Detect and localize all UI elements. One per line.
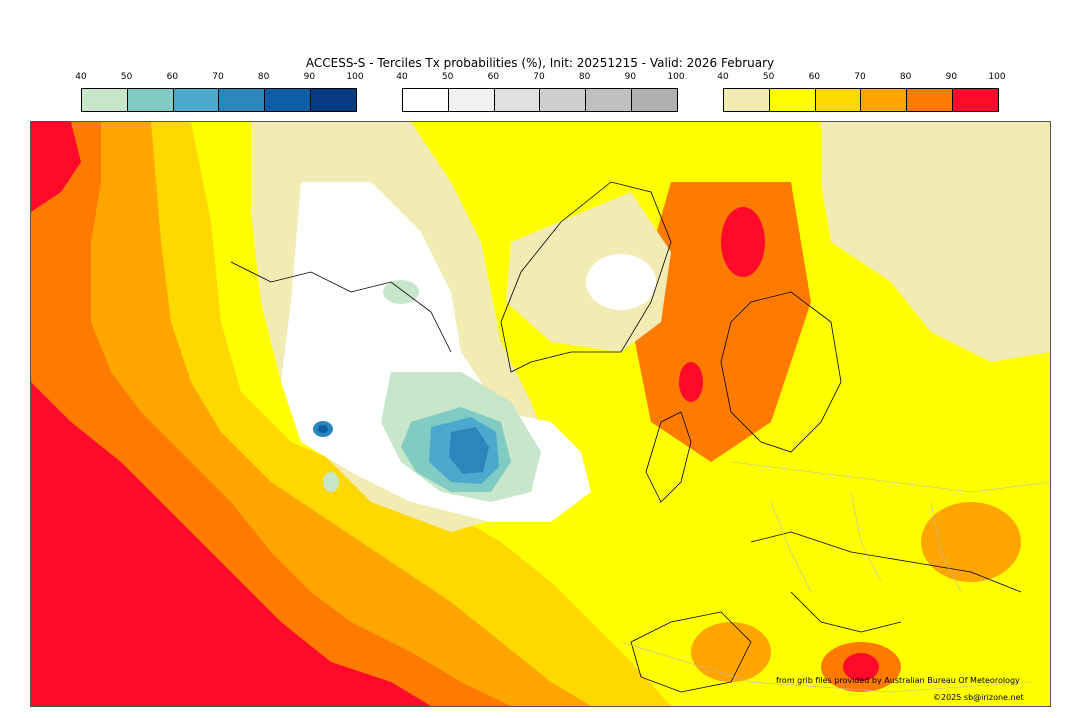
credit-source: from grib files provided by Australian B… [776, 676, 1020, 685]
colorbar-swatch [632, 89, 677, 111]
colorbar-tick-label: 40 [717, 72, 729, 82]
colorbar-tick-label: 50 [762, 72, 775, 82]
colorbar-swatch [311, 89, 356, 111]
colorbar-swatches [81, 88, 357, 112]
map-canvas [31, 122, 1050, 706]
colorbar-tick-label: 100 [346, 72, 364, 82]
colorbar-swatch [769, 89, 816, 111]
colorbar-tick-label: 80 [899, 72, 912, 82]
colorbar-swatch [448, 89, 495, 111]
map-title: ACCESS-S - Terciles Tx probabilities (%)… [305, 56, 775, 70]
colorbar-swatch [127, 89, 174, 111]
colorbar-swatch [724, 89, 770, 111]
colorbar-swatch [173, 89, 220, 111]
map-hotspot-norway-coast [679, 362, 703, 402]
map-hotspot-black-sea [921, 502, 1021, 582]
colorbar-swatch [82, 89, 128, 111]
colorbar-tick-label: 60 [166, 72, 179, 82]
country-borders [620, 461, 1050, 693]
map-hotspot-north-africa-core [843, 653, 879, 681]
colorbar-tick-label: 50 [441, 72, 454, 82]
map-below-normal-west-core [318, 425, 328, 433]
colorbar-tick-label: 80 [578, 72, 591, 82]
colorbar-tick-label: 70 [854, 72, 866, 82]
colorbar-tick-label: 50 [120, 72, 133, 82]
colorbar-swatch [861, 89, 908, 111]
map-below-normal-70-80 [449, 427, 489, 474]
colorbar-tick-label: 100 [667, 72, 685, 82]
colorbar-tick-label: 60 [808, 72, 821, 82]
colorbar-tick-label: 100 [988, 72, 1006, 82]
colorbar-tick-label: 40 [75, 72, 87, 82]
colorbar-labels: 40 50 60 70 80 90 100 [396, 72, 684, 84]
colorbar-swatch [403, 89, 449, 111]
colorbar-swatches [402, 88, 678, 112]
colorbar-labels: 40 50 60 70 80 90 100 [717, 72, 1005, 84]
colorbar-near-normal: 40 50 60 70 80 90 100 [396, 72, 685, 112]
colorbar-swatch [540, 89, 587, 111]
colorbar-tick-label: 90 [624, 72, 637, 82]
colorbar-swatch [907, 89, 954, 111]
map-hotspot-norwegian-sea [631, 182, 811, 462]
map-hotspot-svalbard [721, 207, 765, 277]
map-below-normal-labrador [383, 280, 419, 304]
colorbar-tick-label: 60 [487, 72, 500, 82]
colorbar-tick-label: 70 [533, 72, 545, 82]
map-band-beige-northeast [821, 122, 1050, 362]
colorbar-tick-label: 40 [396, 72, 408, 82]
colorbar-below-normal: 40 50 60 70 80 90 100 [75, 72, 364, 112]
map-below-normal-west-halo [323, 472, 339, 492]
colorbar-tick-label: 90 [303, 72, 316, 82]
map-greenland-white [586, 254, 656, 310]
colorbar-tick-label: 90 [945, 72, 958, 82]
colorbar-swatch [219, 89, 266, 111]
coastlines [230, 181, 1022, 693]
colorbar-swatch [815, 89, 862, 111]
colorbar-swatch [494, 89, 541, 111]
colorbar-above-normal: 40 50 60 70 80 90 100 [717, 72, 1006, 112]
colorbar-labels: 40 50 60 70 80 90 100 [75, 72, 363, 84]
colorbar-swatch [953, 89, 998, 111]
colorbar-swatches [723, 88, 999, 112]
colorbar-swatch [586, 89, 633, 111]
credit-copyright: ©2025 sb@irizone.net [933, 693, 1024, 702]
map-hotspot-iberia [691, 622, 771, 682]
probability-map[interactable]: from grib files provided by Australian B… [30, 121, 1051, 707]
colorbar-tick-label: 80 [257, 72, 270, 82]
colorbar-swatch [265, 89, 312, 111]
colorbar-tick-label: 70 [212, 72, 224, 82]
